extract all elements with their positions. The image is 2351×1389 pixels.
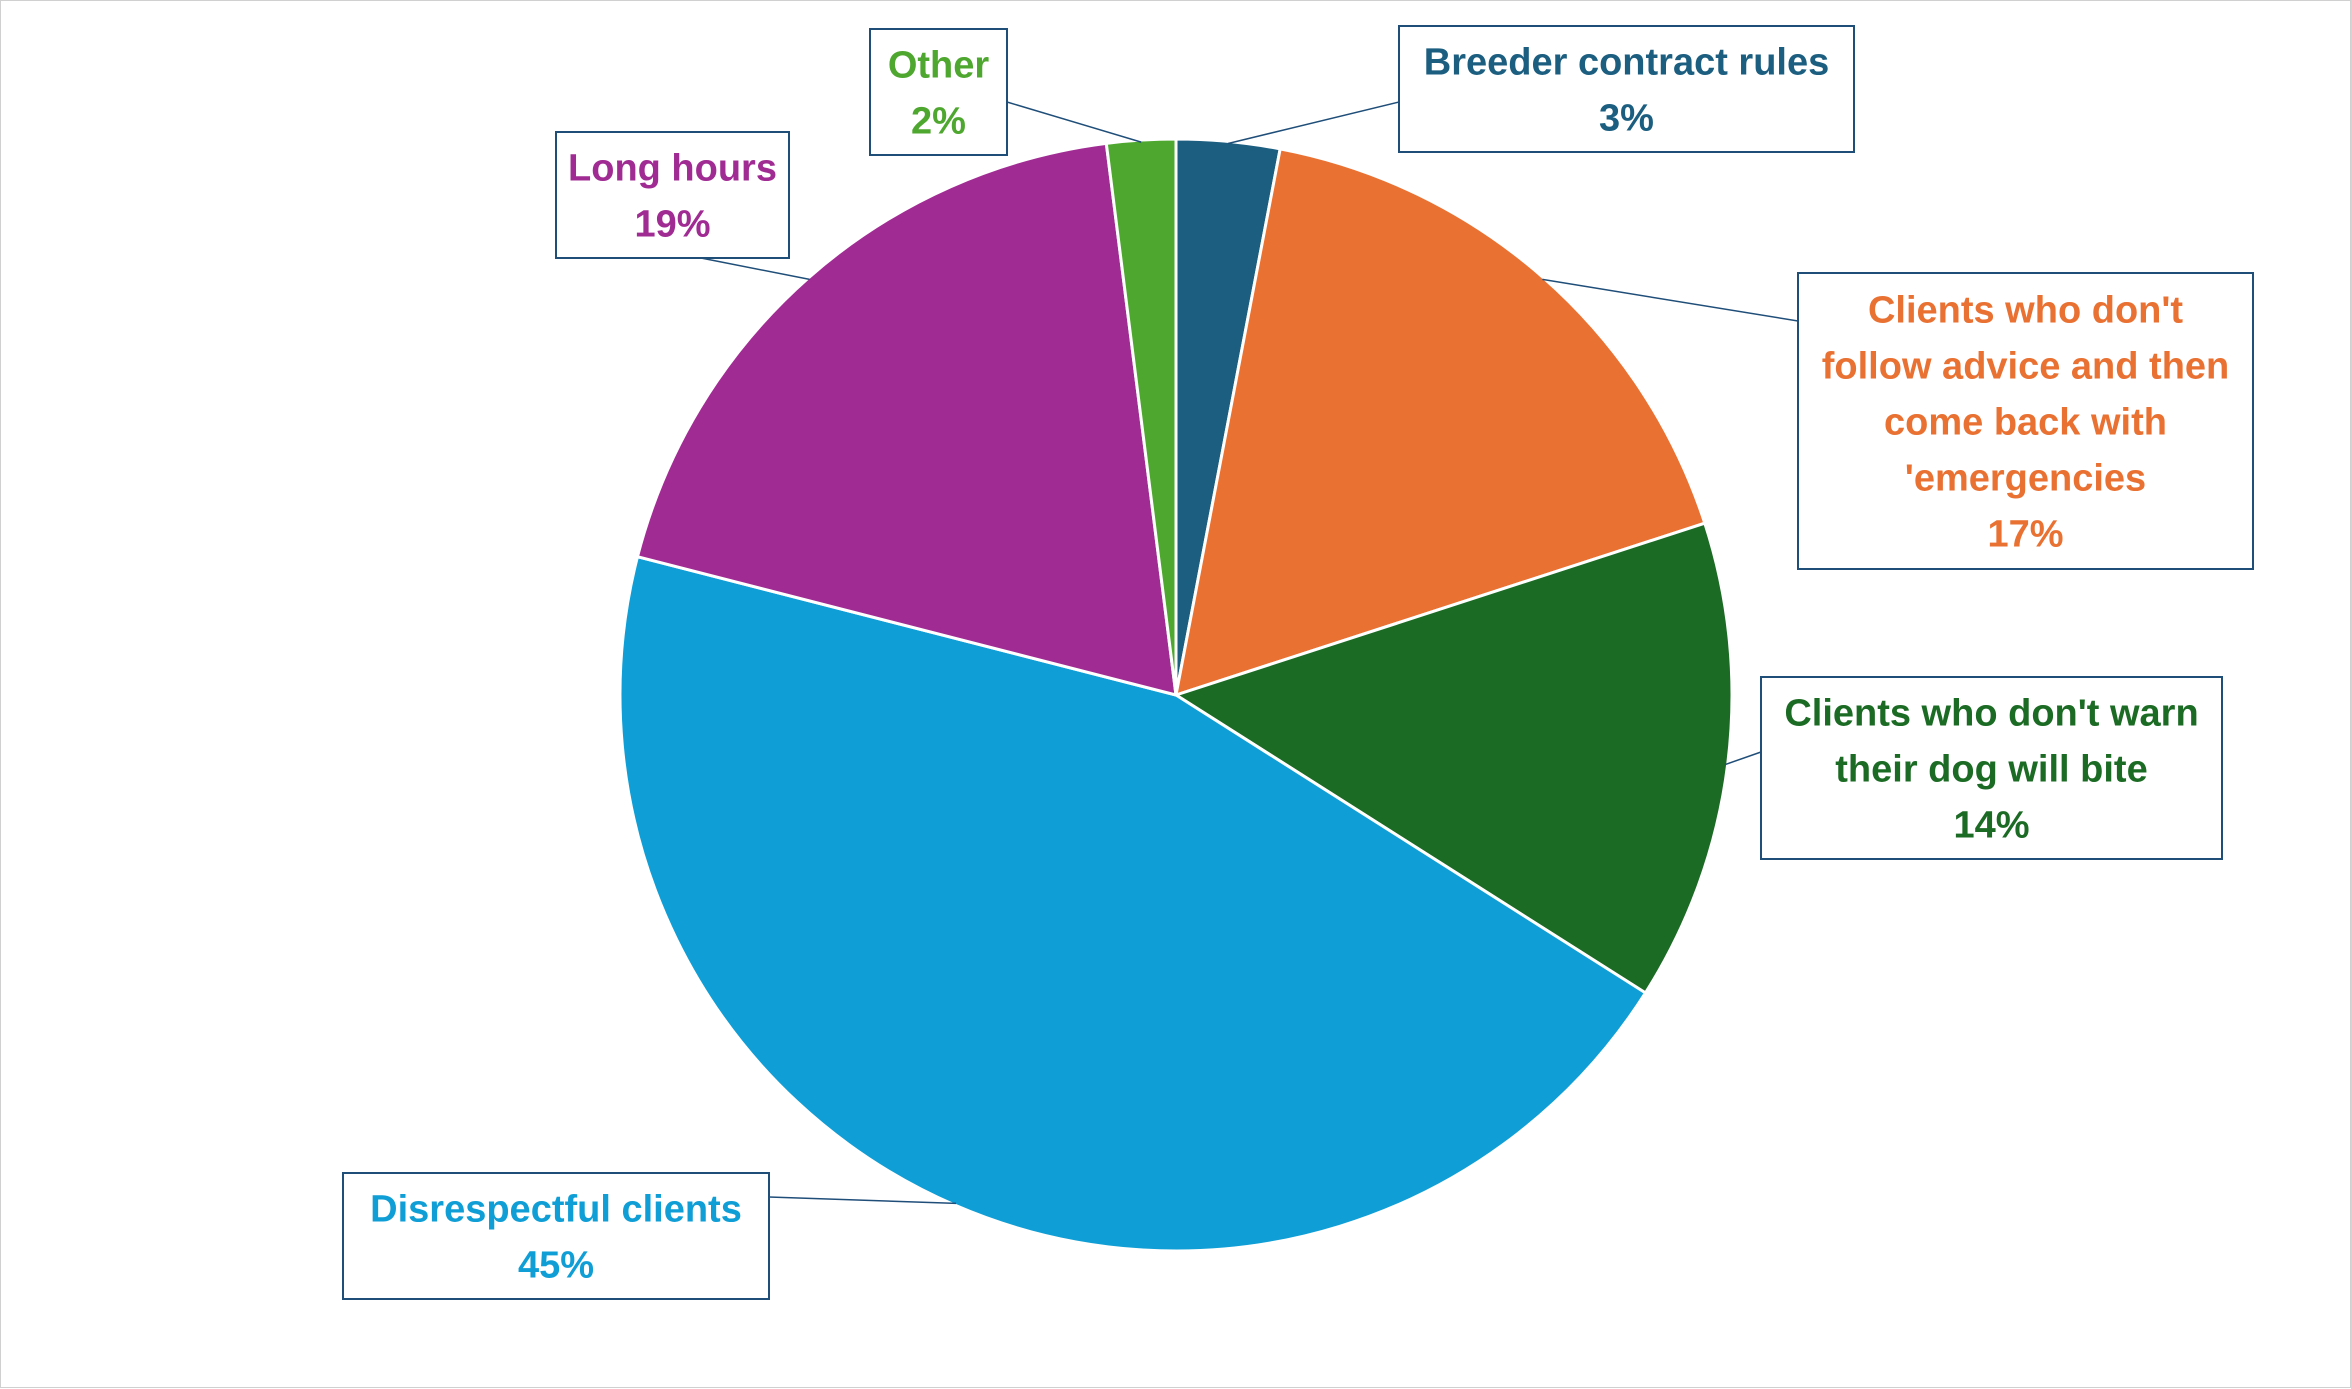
leader-line-5 xyxy=(1006,101,1142,143)
leader-line-3 xyxy=(768,1196,957,1205)
data-label-1: Clients who don't follow advice and then c… xyxy=(1797,272,2254,570)
pie-slice-3 xyxy=(618,554,1648,1253)
slice-name-label-4-line-0: Long hours xyxy=(568,147,777,189)
pie-slice-2 xyxy=(1172,521,1734,995)
data-label-2: Clients who don't warn their dog will bit… xyxy=(1760,676,2223,860)
data-label-box-3 xyxy=(342,1172,770,1300)
slice-value-label-2: 14% xyxy=(1953,804,2029,846)
leader-line-4 xyxy=(700,257,810,281)
slice-name-label-1-line-0: Clients who don't xyxy=(1868,289,2183,331)
leader-line-2 xyxy=(1725,751,1762,766)
slice-value-label-1: 17% xyxy=(1987,513,2063,555)
pie-slice-1 xyxy=(1174,147,1707,698)
slice-value-label-3: 45% xyxy=(518,1244,594,1286)
pie-slice-5 xyxy=(1104,137,1178,696)
slice-name-label-3-line-0: Disrespectful clients xyxy=(370,1188,742,1230)
slice-value-label-4: 19% xyxy=(634,203,710,245)
slice-name-label-5-line-0: Other xyxy=(888,44,990,86)
data-label-4: Long hours 19% xyxy=(555,131,790,259)
data-label-box-4 xyxy=(555,131,790,259)
slice-name-label-1-line-1: follow advice and then xyxy=(1822,345,2230,387)
slice-name-label-1-line-2: come back with xyxy=(1884,401,2167,443)
leader-lines xyxy=(700,101,1799,1205)
pie-slice-4 xyxy=(635,141,1178,698)
data-labels: Breeder contract rules 3% Clients who don'… xyxy=(342,25,2254,1300)
leader-line-1 xyxy=(1542,278,1799,322)
slice-name-label-2-line-0: Clients who don't warn xyxy=(1784,692,2198,734)
slice-name-label-0-line-0: Breeder contract rules xyxy=(1424,41,1830,83)
leader-line-0 xyxy=(1227,101,1400,145)
data-label-3: Disrespectful clients 45% xyxy=(342,1172,770,1300)
pie-slices xyxy=(618,137,1734,1253)
data-label-box-1 xyxy=(1797,272,2254,570)
data-label-0: Breeder contract rules 3% xyxy=(1398,25,1855,153)
data-label-box-2 xyxy=(1760,676,2223,860)
slice-value-label-0: 3% xyxy=(1599,97,1654,139)
slice-value-label-5: 2% xyxy=(911,100,966,142)
slice-name-label-2-line-1: their dog will bite xyxy=(1835,748,2147,790)
data-label-box-5 xyxy=(869,28,1008,156)
data-label-box-0 xyxy=(1398,25,1855,153)
data-label-5: Other 2% xyxy=(869,28,1008,156)
slice-name-label-1-line-3: 'emergencies xyxy=(1905,457,2146,499)
